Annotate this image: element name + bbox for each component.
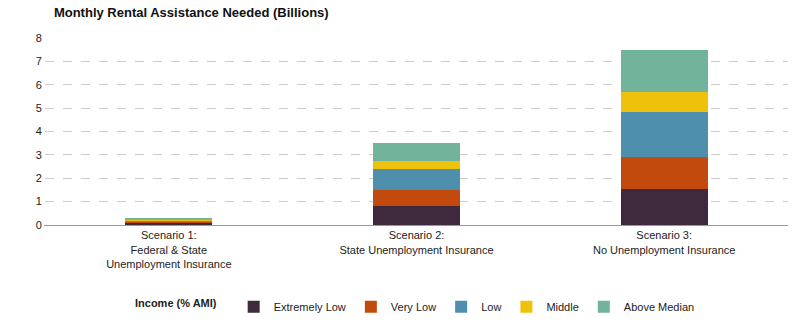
svg-text:Income (% AMI): Income (% AMI)	[135, 297, 226, 309]
svg-text:5: 5	[36, 102, 42, 114]
svg-text:Middle: Middle	[546, 301, 578, 313]
svg-text:3: 3	[36, 149, 42, 161]
svg-text:1: 1	[36, 195, 42, 207]
svg-text:8: 8	[36, 32, 42, 44]
svg-text:Extremely Low: Extremely Low	[274, 301, 346, 313]
svg-text:Monthly Rental Assistance Need: Monthly Rental Assistance Needed (Billio…	[54, 5, 329, 20]
svg-text:0: 0	[36, 219, 42, 231]
svg-text:Very Low: Very Low	[391, 301, 436, 313]
svg-text:Scenario 3:No Unemployment Ins: Scenario 3:No Unemployment Insurance	[593, 229, 735, 255]
svg-text:2: 2	[36, 172, 42, 184]
svg-text:Above Median: Above Median	[624, 301, 694, 313]
svg-text:6: 6	[36, 79, 42, 91]
svg-text:Low: Low	[481, 301, 501, 313]
svg-text:7: 7	[36, 55, 42, 67]
svg-text:4: 4	[36, 125, 42, 137]
svg-text:Scenario 2:State Unemployment: Scenario 2:State Unemployment Insurance	[339, 229, 493, 255]
svg-text:Scenario 1:Federal & StateUnem: Scenario 1:Federal & StateUnemployment I…	[106, 229, 231, 270]
